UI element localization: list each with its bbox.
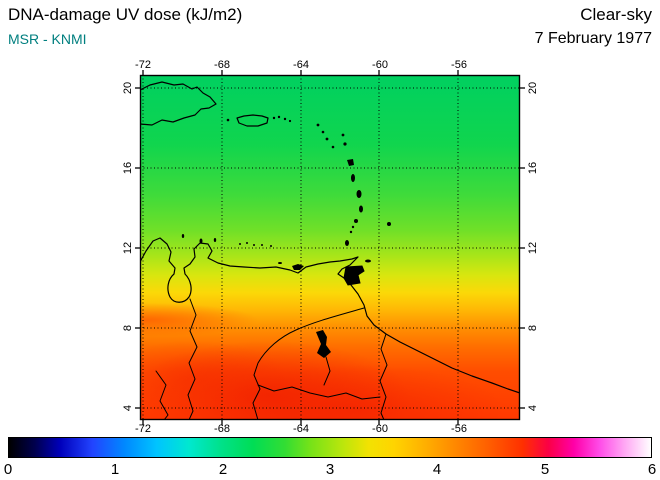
coastline-puerto-rico bbox=[236, 114, 269, 127]
coastline-south-america bbox=[140, 237, 520, 394]
coastline-hispaniola bbox=[140, 81, 217, 126]
colorbar-tick-label: 0 bbox=[3, 461, 13, 478]
lon-tick-bottom: -64 bbox=[293, 423, 309, 435]
lon-tick-top: -68 bbox=[214, 59, 230, 71]
lat-tick-right: 12 bbox=[527, 241, 539, 255]
colorbar-gradient bbox=[8, 437, 652, 458]
colorbar-tick-label: 1 bbox=[110, 461, 120, 478]
lon-tick-top: -60 bbox=[372, 59, 388, 71]
lon-tick-bottom: -60 bbox=[372, 423, 388, 435]
grid-lines bbox=[140, 75, 520, 420]
lat-tick-right: 4 bbox=[527, 404, 539, 412]
lon-tick-top: -72 bbox=[135, 59, 151, 71]
guri-reservoir bbox=[316, 330, 331, 358]
lat-tick-right: 16 bbox=[527, 161, 539, 175]
lon-tick-bottom: -68 bbox=[214, 423, 230, 435]
colorbar-tick-label: 4 bbox=[432, 461, 442, 478]
trinidad-island bbox=[343, 265, 365, 286]
colorbar-tick-label: 2 bbox=[218, 461, 228, 478]
lat-tick-left: 4 bbox=[122, 404, 134, 412]
lat-tick-left: 16 bbox=[122, 161, 134, 175]
map-plot bbox=[135, 70, 525, 425]
lat-tick-left: 20 bbox=[122, 81, 134, 95]
page-title: DNA-damage UV dose (kJ/m2) bbox=[8, 5, 243, 24]
small-islands bbox=[181, 115, 391, 270]
lat-tick-right: 8 bbox=[527, 324, 539, 332]
date-label: 7 February 1977 bbox=[534, 30, 652, 47]
plot-border bbox=[139, 74, 521, 421]
data-source-label: MSR - KNMI bbox=[8, 31, 87, 47]
lon-tick-bottom: -72 bbox=[135, 423, 151, 435]
lat-tick-left: 8 bbox=[122, 324, 134, 332]
axis-ticks bbox=[135, 70, 525, 425]
sky-condition-label: Clear-sky bbox=[580, 5, 652, 24]
grid-svg bbox=[135, 70, 525, 425]
rivers-borders bbox=[155, 298, 388, 420]
colorbar-tick-label: 6 bbox=[647, 461, 657, 478]
colorbar-tick-label: 3 bbox=[325, 461, 335, 478]
header-right-block: Clear-sky 7 February 1977 bbox=[535, 5, 652, 48]
lon-tick-bottom: -56 bbox=[451, 423, 467, 435]
lat-tick-left: 12 bbox=[122, 241, 134, 255]
coastlines-svg bbox=[140, 81, 520, 420]
lon-tick-top: -56 bbox=[451, 59, 467, 71]
lon-tick-top: -64 bbox=[293, 59, 309, 71]
colorbar-tick-label: 5 bbox=[540, 461, 550, 478]
lat-tick-right: 20 bbox=[527, 81, 539, 95]
